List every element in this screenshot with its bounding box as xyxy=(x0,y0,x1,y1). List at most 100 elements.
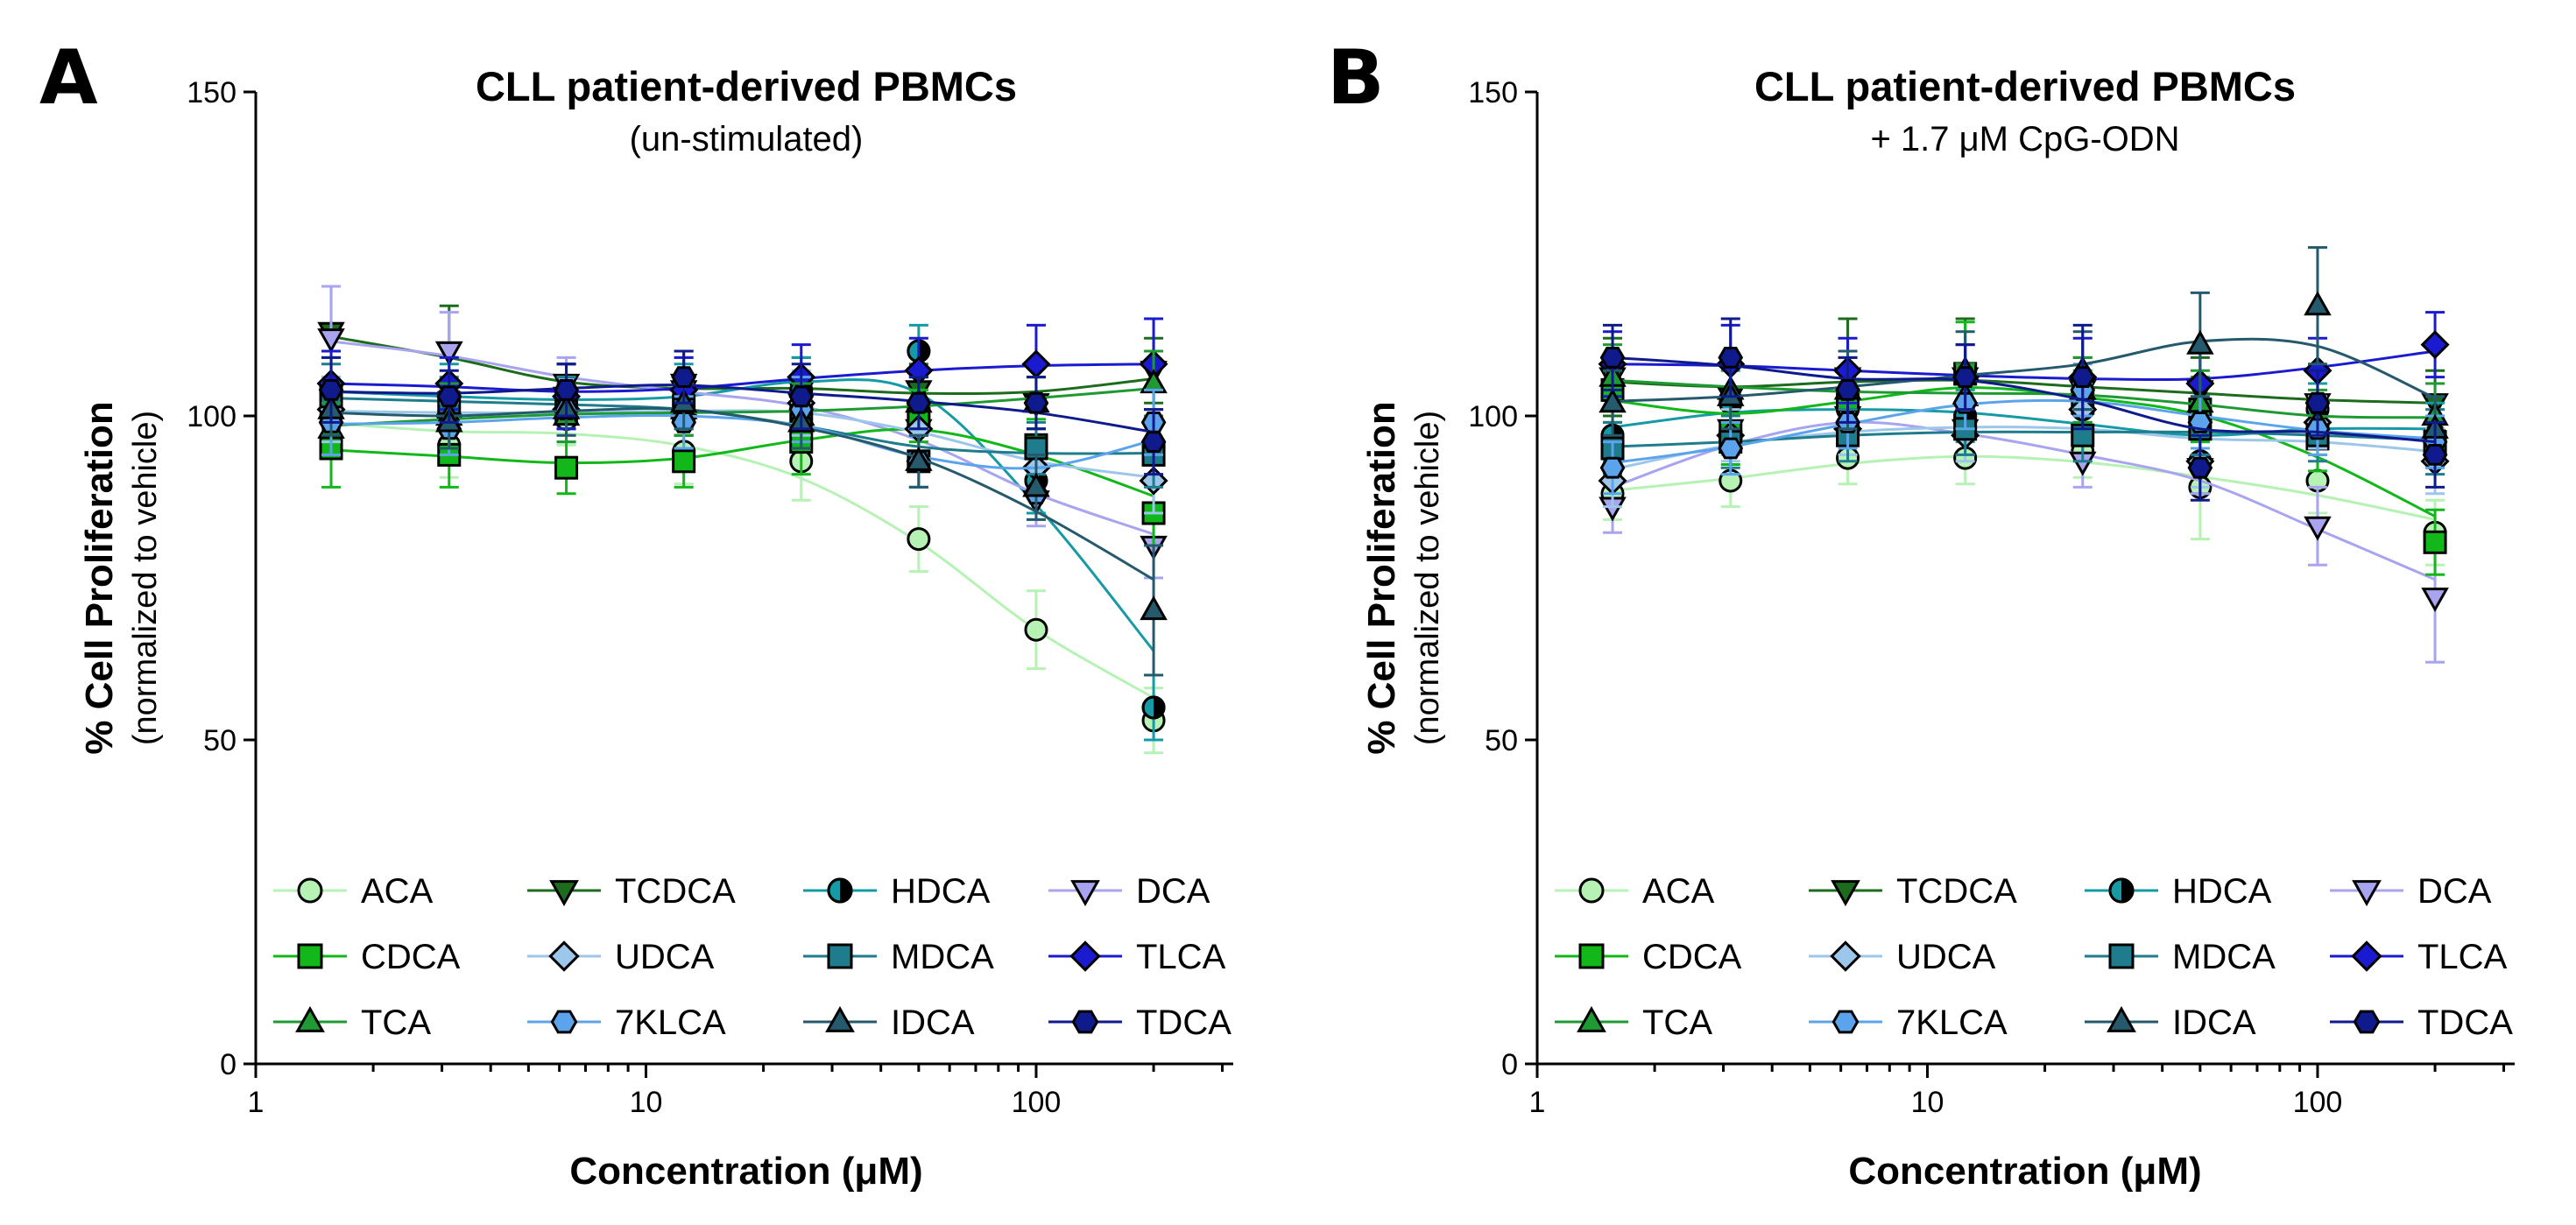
panel-a-series-tdca xyxy=(318,349,1167,476)
panel-b-legend-marker-udca xyxy=(1830,940,1861,972)
panel-b-legend-item-tdca: TDCA xyxy=(2330,1003,2513,1042)
panel-a-legend: ACA TCDCA HDCA DCA CDCA UDCA MDCA TLCA TCA 7KLCA I… xyxy=(273,872,1232,1042)
panel-b-point-cdca xyxy=(2423,530,2447,554)
panel-a-legend-label: UDCA xyxy=(615,938,715,976)
panel-a-legend-item-udca: UDCA xyxy=(527,938,715,976)
panel-a-fit-line-cdca xyxy=(330,427,1154,497)
panel-b-xtick-label: 100 xyxy=(2293,1086,2343,1119)
panel-a-ytick-label: 150 xyxy=(187,76,236,109)
panel-a-ylabel-sub: (normalized to vehicle) xyxy=(127,411,164,745)
panel-a-point-tdca xyxy=(1140,431,1167,454)
panel-b-ylabel-sub: (normalized to vehicle) xyxy=(1409,411,1446,745)
panel-b-legend-marker-dca xyxy=(2352,880,2382,907)
panel-b-legend-label: ACA xyxy=(1642,872,1715,911)
panel-b-legend-label: UDCA xyxy=(1896,938,1996,976)
panel-a-legend-label: MDCA xyxy=(891,938,994,976)
panel-b-legend-item-tcdca: TCDCA xyxy=(1809,872,2017,911)
panel-a-legend-marker-7klca xyxy=(550,1010,578,1034)
panel-a-legend-item-tcdca: TCDCA xyxy=(527,872,736,911)
panel-b-plot: 0 50 100 150 1 10 100 xyxy=(1468,76,2515,1119)
panel-b-legend-marker-aca xyxy=(1578,877,1605,904)
panel-a-legend-item-7klca: 7KLCA xyxy=(527,1003,726,1042)
panel-a-legend-marker-dca xyxy=(1070,880,1100,907)
panel-b-point-dca xyxy=(2421,588,2449,613)
panel-b-ytick-label: 150 xyxy=(1468,76,1518,109)
panel-b-xtick-label: 1 xyxy=(1529,1086,1546,1119)
panel-a-legend-marker-udca xyxy=(548,940,580,972)
panel-b-legend-label: TDCA xyxy=(2417,1003,2513,1042)
panel-b-title: CLL patient-derived PBMCs xyxy=(1754,63,2296,109)
panel-b-fit-line-7klca xyxy=(1612,398,2436,465)
panel-a-fit-line-tca xyxy=(330,387,1154,427)
panel-b-legend-item-mdca: MDCA xyxy=(2085,938,2276,976)
panel-b-legend-item-hdca: HDCA xyxy=(2085,872,2272,911)
panel-b-fit-line-tca xyxy=(1612,378,2436,419)
panel-a-point-tdca xyxy=(436,385,462,408)
panel-a-point-cdca xyxy=(554,455,579,480)
panel-b-legend-label: MDCA xyxy=(2172,938,2276,976)
panel-b-legend-item-dca: DCA xyxy=(2330,872,2492,911)
panel-a-legend-item-idca: IDCA xyxy=(803,1003,975,1042)
panel-a-xtick-label: 100 xyxy=(1012,1086,1062,1119)
panel-a-point-tdca xyxy=(906,391,932,414)
panel-b-ytick-label: 50 xyxy=(1485,724,1518,757)
panel-a-legend-marker-hdca xyxy=(827,877,853,904)
panel-a-legend-marker-tcdca xyxy=(549,880,579,907)
panel-a-point-tdca xyxy=(1023,391,1049,414)
panel-a-legend-label: ACA xyxy=(361,872,434,911)
panel-a-fit-line-udca xyxy=(331,409,1154,479)
panel-b-xlabel: Concentration (μM) xyxy=(1848,1150,2201,1193)
panel-b-legend-marker-7klca xyxy=(1831,1010,1860,1034)
panel-b-legend-item-cdca: CDCA xyxy=(1555,938,1742,976)
panel-b-point-idca xyxy=(1599,388,1627,413)
panel-b-xtick-label: 10 xyxy=(1911,1086,1944,1119)
panel-b-legend-item-tca: TCA xyxy=(1555,1003,1712,1042)
panel-b-point-tdca xyxy=(2304,391,2331,414)
panel-b-point-tdca xyxy=(2422,443,2448,466)
panel-b-point-idca xyxy=(2186,329,2214,355)
panel-a-fit-line-dca xyxy=(330,340,1154,536)
panel-a-ytick-label: 50 xyxy=(203,724,236,757)
panel-b-legend-marker-idca xyxy=(2107,1005,2136,1032)
panel-a-legend-marker-aca xyxy=(297,877,323,904)
panel-a-title: CLL patient-derived PBMCs xyxy=(476,63,1017,109)
panel-b-legend-label: IDCA xyxy=(2172,1003,2256,1042)
panel-a-point-hdca xyxy=(1141,695,1166,720)
panel-a-subtitle: (un-stimulated) xyxy=(630,120,864,158)
panel-a-fit-line-tlca xyxy=(330,363,1154,393)
panel-a-legend-marker-idca xyxy=(825,1005,855,1032)
panel-a-legend-item-mdca: MDCA xyxy=(803,938,994,976)
panel-b-point-dca xyxy=(2304,516,2332,541)
panel-b-legend-marker-mdca xyxy=(2108,943,2135,969)
panel-b-point-tdca xyxy=(1952,366,1978,389)
panel-a-fit-line-7klca xyxy=(331,413,1154,470)
panel-a-point-tdca xyxy=(671,366,696,389)
panel-b-legend-label: 7KLCA xyxy=(1896,1003,2008,1042)
panel-a-point-aca xyxy=(907,527,931,552)
panel-a-xtick-label: 10 xyxy=(630,1086,663,1119)
panel-letter-b: B xyxy=(1327,34,1385,122)
panel-a-legend-item-tlca: TLCA xyxy=(1048,938,1226,976)
panel-b-series-tdca xyxy=(1599,317,2448,502)
panel-a-ylabel: % Cell Proliferation xyxy=(78,401,121,754)
panel-b-legend-marker-tdca xyxy=(2353,1010,2381,1034)
panel-b-point-tlca xyxy=(2420,330,2450,360)
panel-a-xlabel: Concentration (μM) xyxy=(569,1150,922,1193)
panel-a-legend-item-cdca: CDCA xyxy=(273,938,461,976)
panel-b-point-tdca xyxy=(2187,456,2213,479)
panel-b-legend-label: TLCA xyxy=(2417,938,2508,976)
panel-b-point-tdca xyxy=(1718,346,1744,369)
panel-a-xtick-label: 1 xyxy=(248,1086,265,1119)
panel-a-point-dca xyxy=(317,328,345,354)
panel-b-legend-marker-hdca xyxy=(2108,877,2135,904)
panel-a-legend-label: CDCA xyxy=(361,938,461,976)
panel-a-legend-marker-tdca xyxy=(1071,1010,1099,1034)
panel-a-legend-item-tdca: TDCA xyxy=(1048,1003,1232,1042)
panel-b-legend-label: TCA xyxy=(1642,1003,1712,1042)
panel-a-legend-label: TCA xyxy=(361,1003,431,1042)
panel-a-point-tdca xyxy=(554,378,579,401)
panel-a-legend-label: TLCA xyxy=(1136,938,1226,976)
panel-a-legend-marker-tlca xyxy=(1069,940,1101,972)
panel-b-legend-item-aca: ACA xyxy=(1555,872,1715,911)
